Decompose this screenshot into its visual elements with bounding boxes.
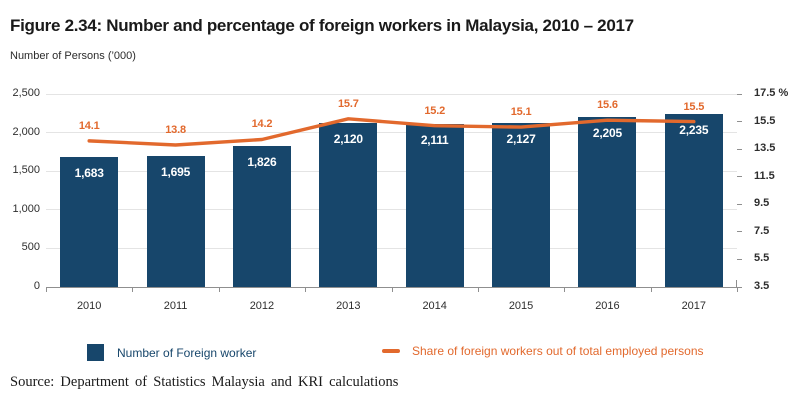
line-value-label: 14.2	[251, 118, 273, 131]
legend-item-bars: Number of Foreign worker	[87, 344, 256, 361]
y-axis-right-tick	[737, 203, 742, 205]
bar	[60, 157, 119, 287]
bar	[319, 123, 378, 287]
y-axis-left-tick-label: 1,500	[12, 164, 40, 177]
bar-value-label: 2,127	[506, 131, 536, 146]
legend-line-swatch	[382, 349, 400, 353]
left-axis-unit-label: Number of Persons (’000)	[10, 50, 136, 62]
y-axis-right-tick	[737, 93, 742, 95]
x-axis-tick	[650, 287, 652, 292]
gridline	[46, 170, 737, 172]
y-axis-left-tick-label: 2,000	[12, 125, 40, 138]
bar	[405, 124, 464, 287]
source-note: Source: Department of Statistics Malaysi…	[10, 374, 399, 390]
x-axis-tick	[218, 287, 220, 292]
bar	[492, 122, 551, 287]
x-axis-tick	[46, 287, 47, 292]
x-axis-tick	[564, 287, 566, 292]
bar-value-label: 2,120	[333, 132, 363, 147]
bar	[146, 156, 205, 287]
gridline	[46, 247, 737, 249]
line-value-label: 14.1	[78, 119, 100, 132]
y-axis-right-tick-label: 11.5	[754, 169, 775, 182]
x-axis-category-label: 2015	[508, 300, 534, 312]
x-axis-category-label: 2010	[76, 300, 102, 312]
bar-value-label: 2,111	[420, 133, 449, 148]
line-value-label: 15.2	[424, 104, 445, 117]
y-axis-right-tick-label: 7.5	[754, 224, 770, 237]
legend-bar-label: Number of Foreign worker	[117, 345, 257, 360]
x-axis-tick	[305, 287, 307, 292]
y-axis-right-tick-label: 17.5 %	[754, 87, 789, 99]
y-axis-right-tick-label: 5.5	[754, 252, 770, 265]
legend-item-line: Share of foreign workers out of total em…	[382, 344, 704, 358]
chart-canvas: 0 500 1,000 1,500 2,000 2,500 3.5 5.5 7.5 9.5 11.5…	[12, 87, 789, 312]
y-axis-right-tick-label: 3.5	[754, 280, 770, 292]
y-axis-right-tick	[737, 176, 742, 178]
page-title: Figure 2.34: Number and percentage of fo…	[10, 16, 634, 35]
y-axis-right-tick	[737, 148, 742, 150]
y-axis-right-tick-label: 13.5	[754, 142, 776, 155]
y-axis-right-tick	[737, 231, 742, 233]
y-axis-right-tick-label: 15.5	[754, 114, 776, 127]
bar-value-label: 1,683	[74, 166, 104, 181]
y-axis-right-tick-label: 9.5	[754, 197, 770, 210]
x-axis-tick	[132, 287, 134, 292]
legend-bar-swatch	[87, 344, 104, 361]
y-axis-left-tick-label: 1,000	[12, 202, 40, 215]
legend: Number of Foreign worker Share of foreig…	[0, 340, 800, 368]
x-axis-category-label: 2017	[681, 300, 707, 312]
bar-value-label: 2,235	[679, 123, 709, 138]
y-axis-left-tick-label: 2,500	[12, 87, 40, 99]
x-axis-tick	[391, 287, 393, 292]
bar	[232, 146, 291, 287]
y-axis-right-tick	[737, 286, 742, 288]
line-value-label: 15.7	[338, 97, 359, 110]
y-axis-right-tick	[737, 121, 742, 123]
line-value-label: 13.8	[165, 124, 186, 136]
x-axis-category-label: 2013	[336, 300, 361, 312]
x-axis-tick	[737, 287, 738, 292]
x-axis-category-label: 2011	[163, 300, 188, 312]
y-axis-left-tick-label: 500	[21, 241, 40, 254]
line-value-label: 15.1	[510, 106, 532, 119]
y-axis-right-tick	[737, 258, 742, 260]
bar-value-label: 1,826	[247, 155, 277, 170]
x-axis-category-label: 2016	[595, 300, 620, 312]
bar	[578, 116, 637, 287]
x-axis-end-tick	[736, 280, 737, 287]
y-axis-left-tick-label: 0	[33, 280, 40, 292]
gridline	[46, 209, 737, 211]
x-axis-category-label: 2012	[249, 300, 275, 312]
x-axis-tick	[477, 287, 479, 292]
x-axis-category-label: 2014	[422, 300, 447, 312]
line-value-label: 15.6	[597, 99, 618, 112]
bar	[664, 114, 723, 287]
gridline	[46, 93, 737, 95]
legend-line-label: Share of foreign workers out of total em…	[412, 344, 704, 358]
line-value-label: 15.5	[683, 100, 705, 113]
bar-value-label: 1,695	[161, 165, 191, 180]
bar-value-label: 2,205	[592, 125, 622, 140]
